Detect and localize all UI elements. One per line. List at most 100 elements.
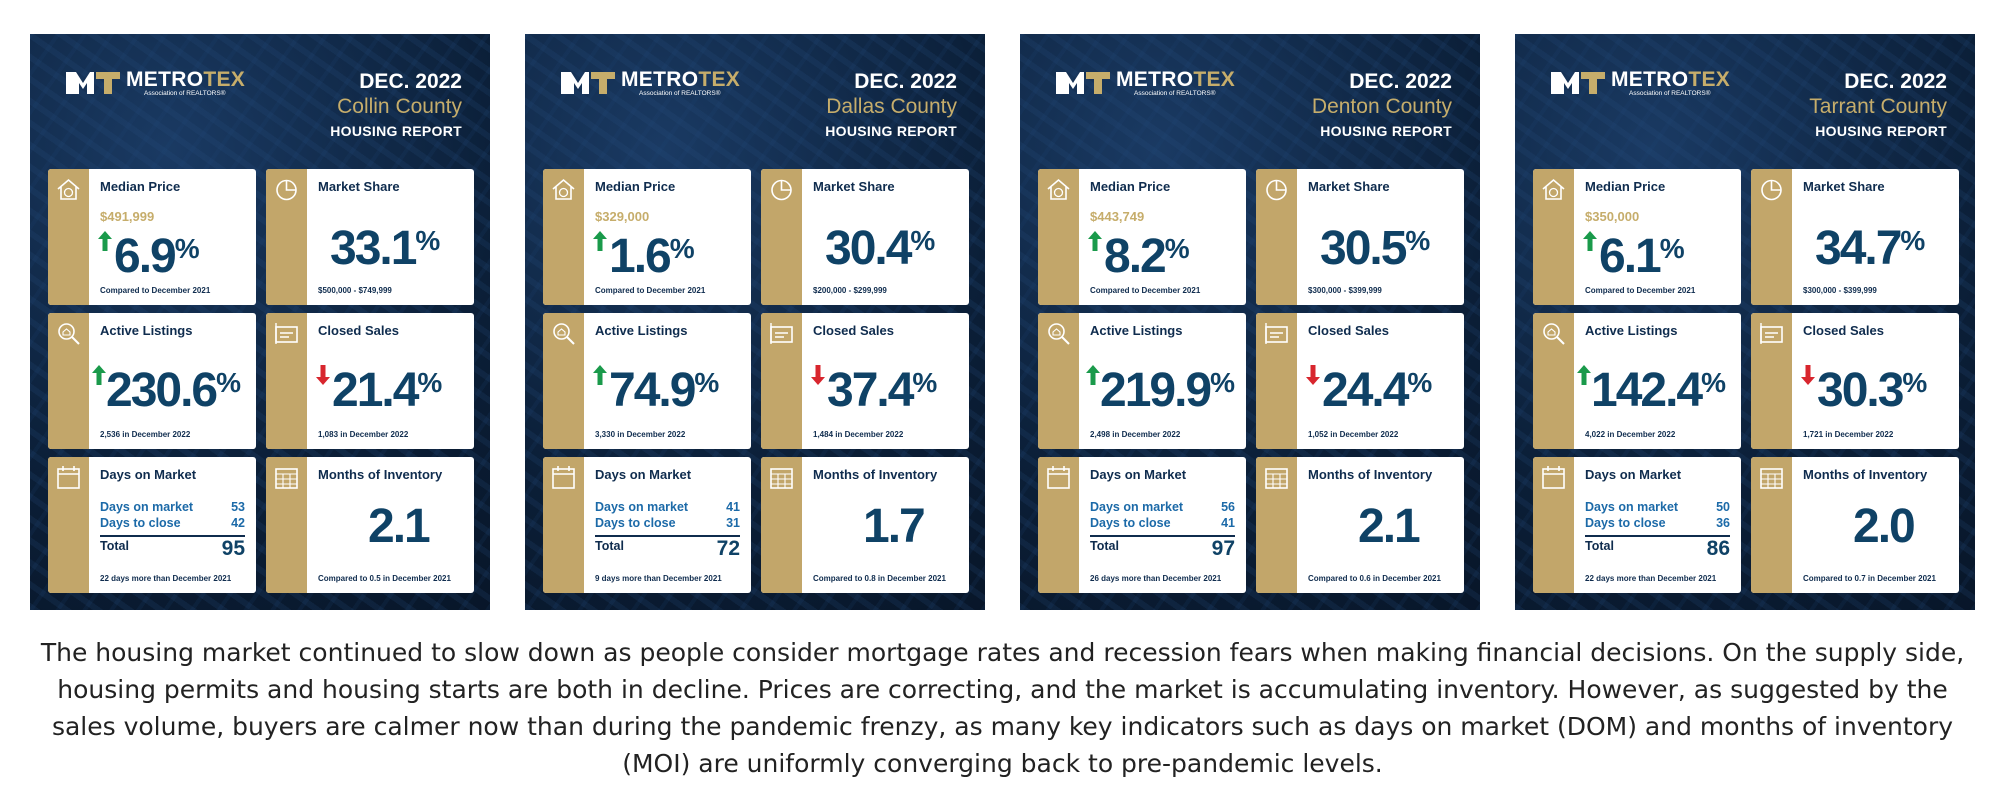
- moi-value: 2.1: [368, 500, 431, 553]
- arrow-up-icon: [593, 231, 607, 251]
- months-inventory-card: Months of Inventory 2.1 Compared to 0.6 …: [1256, 457, 1464, 593]
- sales-count-note: 1,083 in December 2022: [318, 430, 409, 439]
- logo-tagline: Association of REALTORS®: [1134, 90, 1216, 97]
- pie-chart-icon: [1761, 179, 1782, 201]
- card-title: Months of Inventory: [813, 467, 938, 482]
- county-name: Collin County: [337, 95, 462, 118]
- logo-wordmark: METROTEX: [621, 68, 741, 91]
- moi-value: 2.1: [1358, 500, 1421, 553]
- house-dollar-icon: [57, 178, 80, 200]
- card-title: Active Listings: [100, 323, 193, 338]
- dtc-value: 42: [231, 516, 245, 530]
- sold-sign-icon: [275, 323, 298, 344]
- arrow-up-icon: [1086, 365, 1100, 385]
- moi-note: Compared to 0.7 in December 2021: [1803, 574, 1936, 583]
- market-summary-text: The housing market continued to slow dow…: [40, 638, 1965, 778]
- panel-header: DEC. 2022 Tarrant County HOUSING REPORT: [1809, 70, 1947, 142]
- report-date: DEC. 2022: [1844, 70, 1947, 93]
- report-title: HOUSING REPORT: [1815, 123, 1947, 139]
- sales-count-note: 1,484 in December 2022: [813, 430, 904, 439]
- calendar-grid-icon: [770, 468, 793, 489]
- calendar-icon: [1542, 466, 1565, 489]
- price-range-note: $300,000 - $399,999: [1803, 286, 1877, 295]
- dom-row: Days on market 56: [1090, 500, 1235, 514]
- county-name: Dallas County: [826, 95, 957, 118]
- logo-wordmark: METROTEX: [1611, 68, 1731, 91]
- dom-row: Days on market 50: [1585, 500, 1730, 514]
- card-title: Months of Inventory: [1803, 467, 1928, 482]
- moi-note: Compared to 0.8 in December 2021: [813, 574, 946, 583]
- magnifier-house-icon: [553, 323, 575, 345]
- card-title: Days on Market: [595, 467, 692, 482]
- card-title: Median Price: [1090, 179, 1171, 194]
- card-title: Closed Sales: [318, 323, 399, 338]
- days-on-market-card: Days on Market Days on market 41 Days to …: [543, 457, 751, 593]
- card-title: Closed Sales: [1803, 323, 1884, 338]
- card-title: Closed Sales: [1308, 323, 1389, 338]
- closed-sales-change-value: 37.4%: [827, 364, 938, 417]
- metrotex-logo-icon: [1551, 72, 1605, 94]
- report-title: HOUSING REPORT: [1320, 123, 1452, 139]
- median-change-value: 6.9%: [114, 230, 200, 283]
- dom-note: 22 days more than December 2021: [1585, 574, 1717, 583]
- county-name: Tarrant County: [1809, 95, 1947, 118]
- total-label: Total: [595, 539, 624, 553]
- dom-row: Days on market 41: [595, 500, 740, 514]
- report-title: HOUSING REPORT: [825, 123, 957, 139]
- card-title: Median Price: [100, 179, 181, 194]
- comparison-note: Compared to December 2021: [595, 286, 706, 295]
- house-dollar-icon: [1542, 178, 1565, 200]
- listings-count-note: 2,536 in December 2022: [100, 430, 191, 439]
- card-title: Closed Sales: [813, 323, 894, 338]
- arrow-down-icon: [811, 365, 825, 385]
- dom-row: Days on market 53: [100, 500, 245, 514]
- dtc-row: Days to close 41: [1090, 516, 1235, 530]
- moi-value: 2.0: [1853, 500, 1916, 553]
- price-range-note: $300,000 - $399,999: [1308, 286, 1382, 295]
- total-value: 72: [716, 537, 740, 560]
- median-price-card: Median Price $491,999 6.9% Compared to D…: [48, 169, 256, 305]
- metrotex-logo-icon: [66, 72, 120, 94]
- market-share-value: 30.4%: [825, 222, 936, 275]
- median-price-card: Median Price $329,000 1.6% Compared to D…: [543, 169, 751, 305]
- dtc-row: Days to close 36: [1585, 516, 1730, 530]
- days-on-market-card: Days on Market Days on market 53 Days to …: [48, 457, 256, 593]
- county-panel: METROTEX Association of REALTORS® DEC. 2…: [30, 34, 490, 610]
- logo-tagline: Association of REALTORS®: [639, 90, 721, 97]
- comparison-note: Compared to December 2021: [1090, 286, 1201, 295]
- card-title: Market Share: [1803, 179, 1885, 194]
- card-title: Active Listings: [1585, 323, 1678, 338]
- divider: [595, 535, 740, 537]
- median-change-value: 1.6%: [609, 230, 695, 283]
- active-listings-change-value: 219.9%: [1100, 364, 1236, 417]
- total-label: Total: [100, 539, 129, 553]
- sales-count-note: 1,052 in December 2022: [1308, 430, 1399, 439]
- median-change-value: 6.1%: [1599, 230, 1685, 283]
- days-on-market-card: Days on Market Days on market 56 Days to …: [1038, 457, 1246, 593]
- closed-sales-card: Closed Sales 21.4% 1,083 in December 202…: [266, 313, 474, 449]
- report-date: DEC. 2022: [359, 70, 462, 93]
- dom-value: 50: [1716, 500, 1730, 514]
- market-share-card: Market Share 33.1% $500,000 - $749,999: [266, 169, 474, 305]
- arrow-up-icon: [1577, 365, 1591, 385]
- card-title: Months of Inventory: [1308, 467, 1433, 482]
- dtc-value: 36: [1716, 516, 1730, 530]
- arrow-down-icon: [1801, 365, 1815, 385]
- calendar-icon: [552, 466, 575, 489]
- calendar-grid-icon: [1760, 468, 1783, 489]
- card-title: Median Price: [1585, 179, 1666, 194]
- price-range-note: $500,000 - $749,999: [318, 286, 392, 295]
- report-panels: METROTEX Association of REALTORS® DEC. 2…: [30, 34, 1975, 610]
- sold-sign-icon: [1265, 323, 1288, 344]
- pie-chart-icon: [276, 179, 297, 201]
- metrotex-logo: METROTEX Association of REALTORS®: [64, 66, 254, 100]
- pie-chart-icon: [771, 179, 792, 201]
- closed-sales-card: Closed Sales 24.4% 1,052 in December 202…: [1256, 313, 1464, 449]
- panel-header: DEC. 2022 Dallas County HOUSING REPORT: [825, 70, 957, 142]
- card-title: Days on Market: [100, 467, 197, 482]
- panel-header: DEC. 2022 Denton County HOUSING REPORT: [1312, 70, 1452, 142]
- calendar-icon: [57, 466, 80, 489]
- months-inventory-card: Months of Inventory 2.0 Compared to 0.7 …: [1751, 457, 1959, 593]
- listings-count-note: 3,330 in December 2022: [595, 430, 686, 439]
- arrow-down-icon: [316, 365, 330, 385]
